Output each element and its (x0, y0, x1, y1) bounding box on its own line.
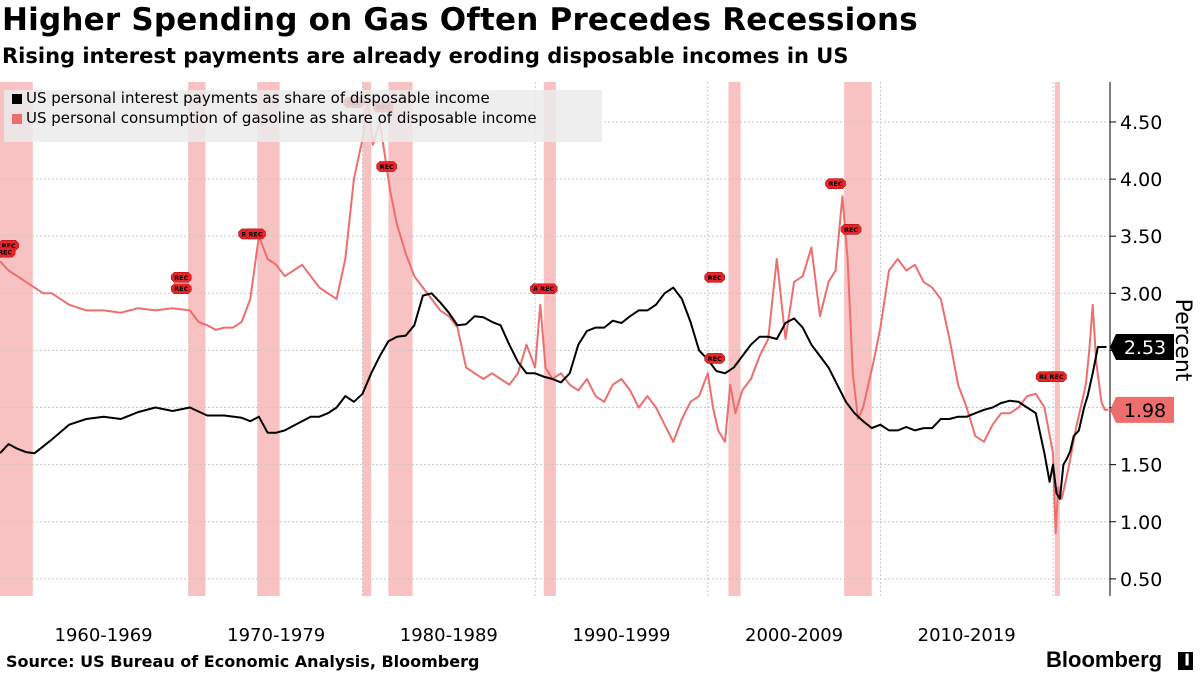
y-tick-label: 0.50 (1120, 569, 1162, 591)
rec-marker-label: REC (844, 226, 858, 234)
legend: US personal interest payments as share o… (4, 89, 602, 142)
rec-marker: REC (840, 224, 862, 235)
rec-marker-shape (1046, 371, 1067, 382)
rec-marker-shape (536, 283, 558, 295)
rec-marker-label: REC (708, 355, 722, 363)
rec-marker-shape (170, 272, 192, 283)
end-labels: 2.53 1.98 (1110, 333, 1174, 423)
x-decade-label: 1960-1969 (55, 625, 153, 646)
rec-marker-shape (704, 272, 725, 283)
rec-marker: REC (536, 283, 558, 295)
rec-marker-shape (0, 246, 16, 258)
y-tick-label: 1.50 (1120, 455, 1162, 477)
rec-marker-label: REC (380, 163, 394, 171)
end-label-tag (1110, 396, 1174, 423)
rec-marker-label: REC (2, 242, 16, 250)
end-label-value: 1.98 (1124, 400, 1166, 422)
y-tick-label: 4.50 (1120, 112, 1162, 134)
rec-marker-shape (170, 283, 192, 295)
y-tick-label: 4.00 (1120, 169, 1162, 191)
end-label: 2.53 (1110, 333, 1174, 360)
rec-marker-label: REC (174, 285, 188, 293)
chart-subtitle: Rising interest payments are already ero… (2, 44, 849, 68)
end-label-value: 2.53 (1124, 337, 1166, 359)
recession-band (257, 82, 280, 596)
rec-marker-label: REC (1049, 373, 1063, 381)
rec-marker: REC (0, 246, 16, 258)
legend-swatch (12, 114, 22, 124)
rec-marker-label: REC (248, 230, 262, 238)
rec-marker-shape (704, 353, 725, 364)
rec-marker: REC (704, 353, 725, 364)
recession-band (1054, 82, 1060, 596)
rec-marker-label: REC (540, 285, 554, 293)
recession-band (188, 82, 206, 596)
x-decade-label: 1980-1989 (400, 625, 498, 646)
rec-marker: REC (245, 228, 266, 240)
x-decade-label: 1970-1979 (227, 625, 325, 646)
recession-bands (0, 82, 1060, 596)
gasoline-spending-line (0, 98, 1109, 535)
recession-band (543, 82, 556, 596)
end-label-tag (1110, 333, 1174, 360)
y-tick-label: 3.50 (1120, 226, 1162, 248)
rec-marker-label: REC (174, 274, 188, 282)
recession-band (844, 82, 872, 596)
rec-marker: REC (376, 161, 397, 172)
x-axis-labels: 1960-1969 1970-1979 1980-1989 1990-1999 2000… (55, 625, 1016, 646)
rec-marker: REC (170, 272, 192, 283)
legend-swatch (12, 94, 22, 104)
rec-marker-shape (376, 161, 397, 172)
y-tick-label: 3.00 (1120, 283, 1162, 305)
rec-marker: REC (704, 272, 725, 283)
rec-marker: REC (1046, 371, 1067, 382)
legend-box (4, 90, 602, 142)
recession-band (728, 82, 741, 596)
end-label: 1.98 (1110, 396, 1174, 423)
series-lines (0, 98, 1109, 535)
rec-marker-label: REC (828, 180, 842, 188)
recession-band (0, 82, 33, 596)
interest-payments-line (0, 286, 1107, 500)
x-decade-label: 1990-1999 (572, 625, 670, 646)
source-note: Source: US Bureau of Economic Analysis, … (6, 652, 480, 671)
brand-mark-icon: ▐ (1178, 652, 1193, 670)
rec-marker-label: REC (708, 274, 722, 282)
rec-marker-label: REC (0, 249, 13, 257)
legend-label: US personal interest payments as share o… (26, 89, 490, 107)
rec-marker-shape (840, 224, 862, 235)
x-decade-label: 2010-2019 (918, 625, 1016, 646)
brand-logo: Bloomberg (1046, 647, 1163, 672)
legend-label: US personal consumption of gasoline as s… (26, 109, 537, 127)
y-tick-label: 1.00 (1120, 512, 1162, 534)
chart-title: Higher Spending on Gas Often Precedes Re… (2, 2, 918, 38)
x-decade-label: 2000-2009 (745, 625, 843, 646)
rec-marker: REC (170, 283, 192, 295)
recession-band (362, 82, 372, 596)
rec-marker: REC (825, 178, 846, 189)
y-axis-title: Percent (1170, 299, 1195, 382)
rec-marker-shape (245, 228, 266, 240)
rec-marker-shape (825, 178, 846, 189)
